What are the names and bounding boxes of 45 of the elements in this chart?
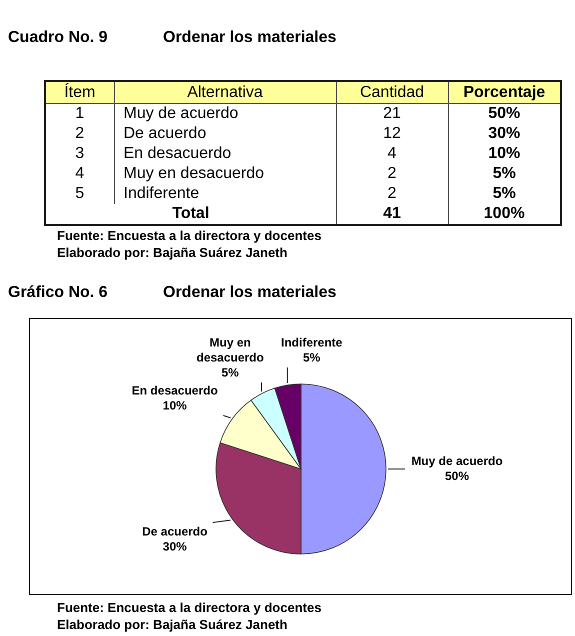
text: 41 [383, 205, 401, 222]
data-label: 10% [488, 145, 520, 162]
data-label: 4 [388, 145, 396, 162]
category-label: Muy de acuerdo [124, 105, 238, 122]
text: Ordenar los materiales [163, 28, 336, 48]
data-label: 5% [303, 350, 321, 364]
category-label: De acuerdo [124, 125, 206, 142]
data-label: 10% [162, 398, 188, 412]
data-label: 2 [388, 165, 396, 182]
data-label: 5 [75, 185, 84, 202]
data-label: 5% [222, 365, 240, 380]
text: Elaborado por: Bajaña Suárez Janeth [57, 617, 288, 632]
text: Alternativa [187, 84, 263, 100]
source-note: Fuente: Encuesta a la directora y docentes [57, 600, 322, 615]
category-label: En desacuerdo [124, 145, 232, 162]
text: Cuadro No. 9 [8, 29, 108, 46]
data-label: 5% [492, 185, 516, 202]
source-note: Fuente: Encuesta a la directora y docentes [57, 228, 322, 243]
data-label: 5% [492, 165, 516, 182]
chart-subtitle: Ordenar los materiales [163, 283, 336, 303]
data-label: 50% [488, 105, 520, 122]
data-label: 21 [383, 105, 401, 122]
data-label: 2 [388, 185, 396, 202]
text: Ítem [64, 84, 96, 100]
text: 100% [484, 205, 525, 222]
data-label: 30% [488, 125, 520, 142]
slice-label: Indiferente [281, 335, 343, 350]
slice-label: Muy de acuerdo [411, 454, 503, 468]
data-label: 3 [75, 145, 84, 162]
text: Total [172, 205, 210, 222]
slice-label: De acuerdo [142, 524, 208, 539]
category-label: Indiferente [124, 185, 200, 202]
slice-label: Muy en desacuerdo [196, 335, 264, 364]
text: Cantidad [360, 84, 424, 100]
category-label: Muy en desacuerdo [124, 165, 264, 182]
data-label: 12 [383, 125, 401, 142]
data-label: 4 [75, 165, 84, 182]
data-label: 2 [75, 125, 84, 142]
data-label: 30% [162, 540, 188, 554]
data-label: 1 [75, 105, 84, 122]
text: Porcentaje [463, 84, 546, 100]
slice-label: En desacuerdo [132, 383, 218, 398]
data-label: 50% [444, 469, 470, 483]
text: Elaborado por: Bajaña Suárez Janeth [57, 245, 288, 260]
chart-title: Gráfico No. 6 [8, 284, 108, 301]
